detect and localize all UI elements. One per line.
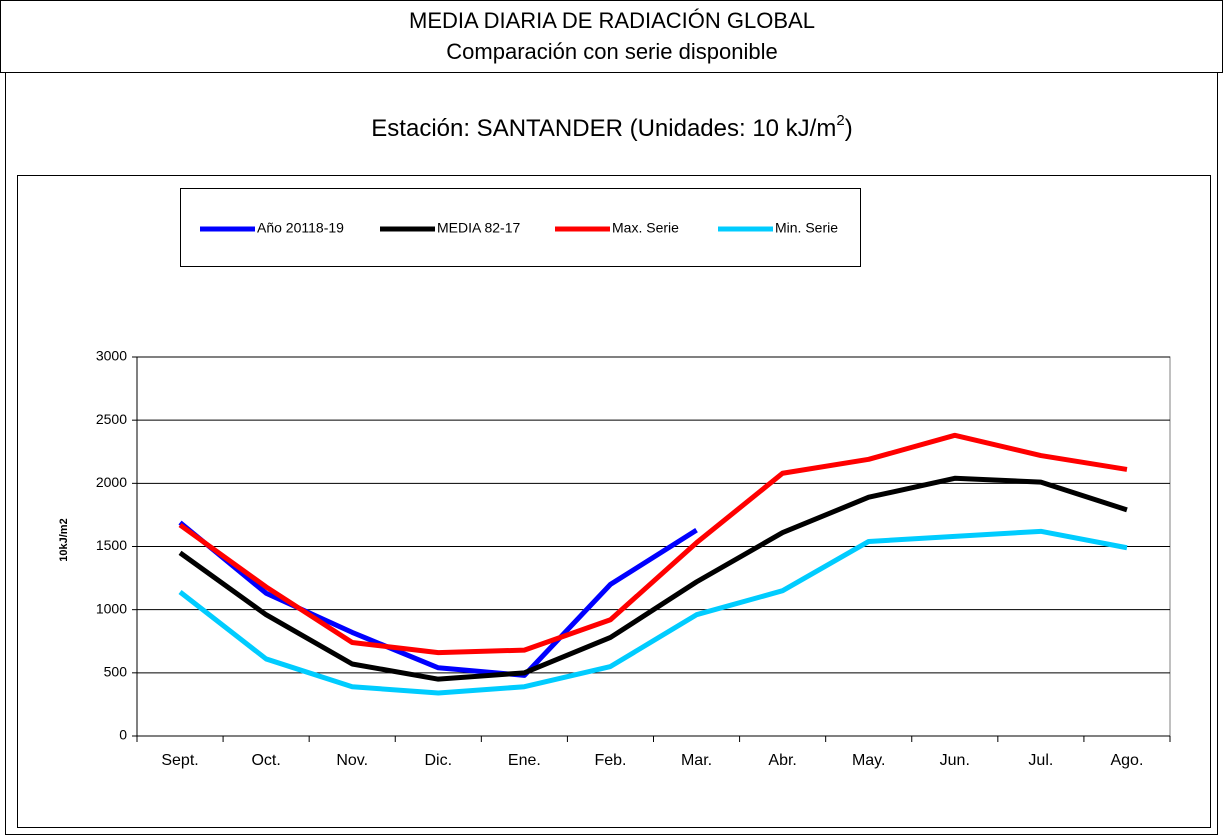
x-tick-label: May. — [852, 752, 885, 769]
x-tick-label: Oct. — [251, 752, 280, 769]
y-axis-label: 10kJ/m2 — [58, 518, 70, 561]
legend-label: Max. Serie — [612, 220, 679, 236]
series-line — [178, 432, 1128, 656]
outer-box — [5, 72, 1218, 835]
legend-box — [180, 188, 861, 267]
x-tick-label: Sept. — [161, 752, 198, 769]
legend-label: Año 20118-19 — [257, 220, 344, 236]
chart-title: MEDIA DIARIA DE RADIACIÓN GLOBAL — [409, 8, 815, 33]
x-tick-label: Abr. — [768, 752, 796, 769]
series-line — [178, 528, 1128, 696]
x-tick-label: Jun. — [940, 752, 970, 769]
y-tick-label: 500 — [104, 664, 128, 680]
legend-label: Min. Serie — [775, 220, 838, 236]
x-tick-label: Ago. — [1110, 752, 1143, 769]
y-tick-label: 1500 — [96, 537, 127, 553]
station-label: Estación: SANTANDER (Unidades: 10 kJ/m2) — [371, 112, 852, 142]
chart-box — [17, 175, 1211, 828]
y-tick-label: 0 — [119, 727, 127, 743]
y-tick-label: 2500 — [96, 411, 127, 427]
station-close: ) — [845, 115, 853, 142]
x-tick-label: Dic. — [425, 752, 453, 769]
station-sup: 2 — [836, 112, 844, 129]
station-text: Estación: SANTANDER (Unidades: 10 kJ/m — [371, 115, 836, 142]
series-line — [178, 520, 698, 678]
y-tick-label: 1000 — [96, 600, 127, 616]
y-tick-label: 2000 — [96, 474, 127, 490]
x-tick-label: Jul. — [1028, 752, 1053, 769]
y-tick-label: 3000 — [96, 348, 127, 364]
series-line — [178, 475, 1128, 682]
x-tick-label: Feb. — [594, 752, 626, 769]
chart-subtitle: Comparación con serie disponible — [446, 39, 777, 64]
x-tick-label: Nov. — [336, 752, 368, 769]
x-tick-label: Mar. — [681, 752, 712, 769]
legend-label: MEDIA 82-17 — [437, 220, 520, 236]
x-tick-label: Ene. — [508, 752, 541, 769]
